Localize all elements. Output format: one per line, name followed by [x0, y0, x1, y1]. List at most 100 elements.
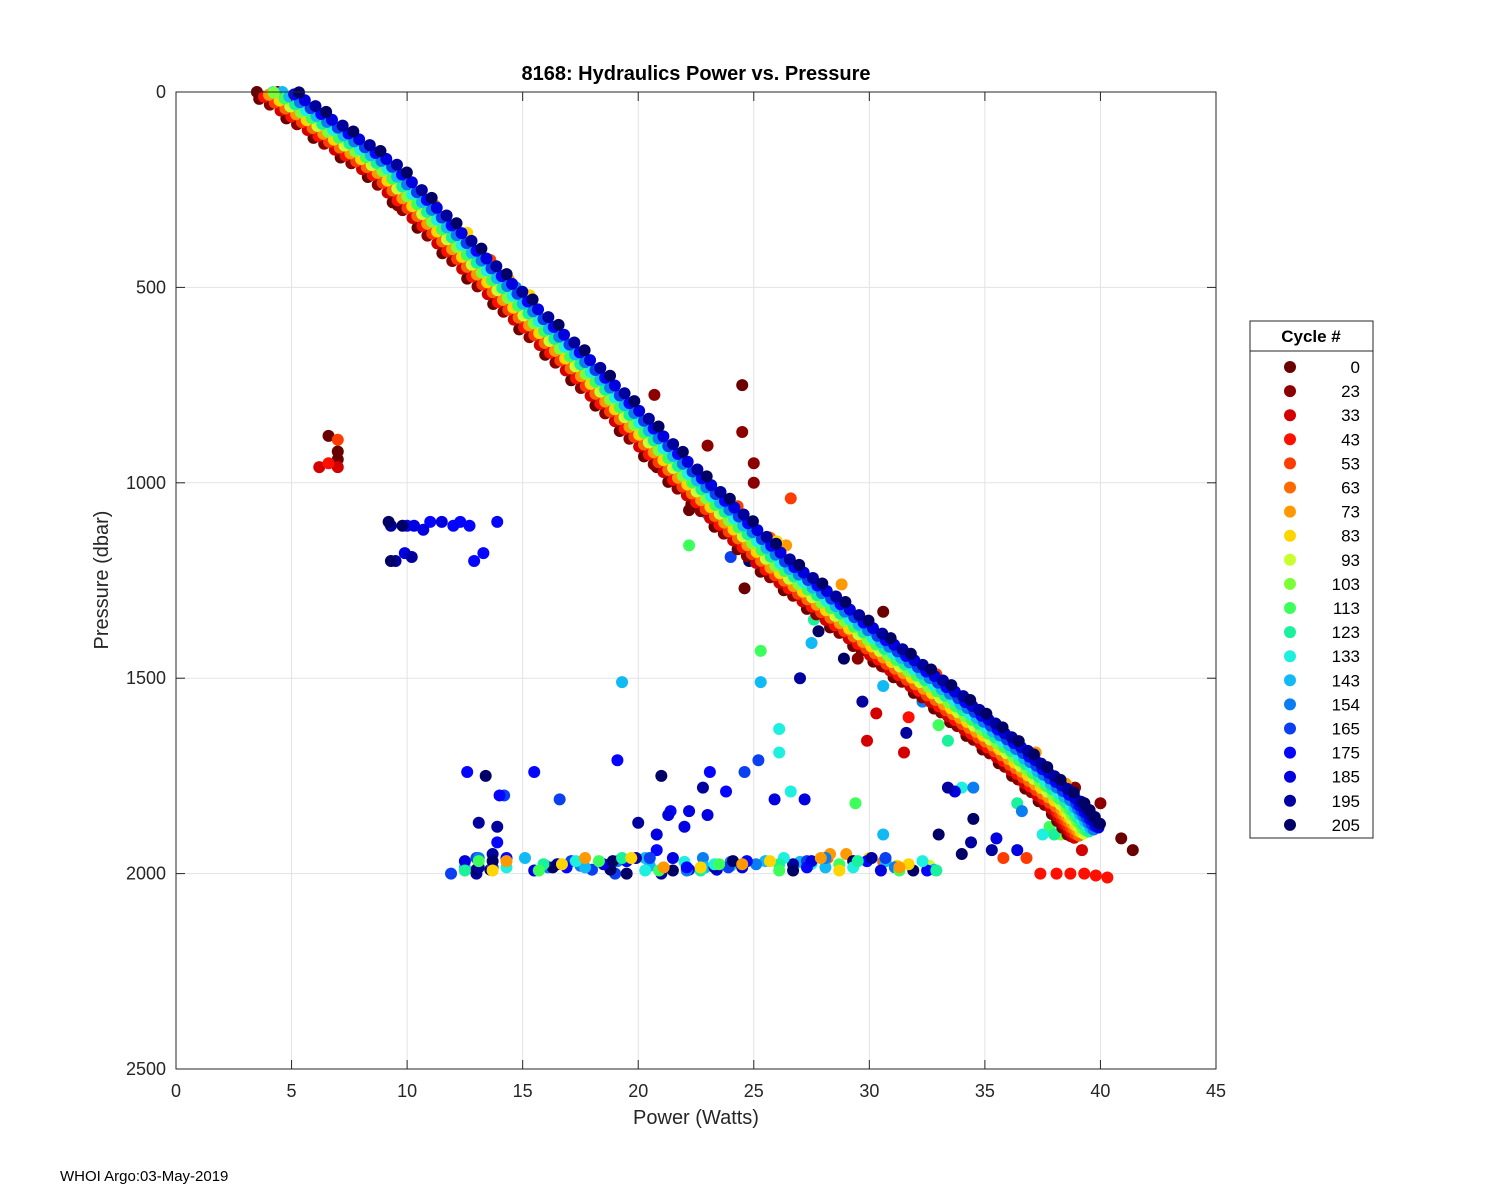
data-point-cycle-143: [579, 861, 592, 874]
x-tick-label: 15: [513, 1081, 533, 1101]
data-point-cycle-73: [893, 861, 906, 874]
data-point-cycle-205: [839, 596, 852, 609]
data-point-cycle-43: [1034, 867, 1047, 880]
data-point-cycle-175: [491, 836, 504, 849]
y-tick-label: 500: [136, 277, 166, 297]
data-point-cycle-165: [643, 851, 656, 864]
data-point-cycle-175: [463, 519, 476, 532]
data-point-cycle-113: [683, 539, 696, 552]
x-tick-label: 45: [1206, 1081, 1226, 1101]
data-point-cycle-185: [417, 523, 430, 536]
data-point-cycle-205: [628, 395, 641, 408]
data-point-cycle-165: [553, 793, 566, 806]
data-point-cycle-175: [611, 754, 624, 767]
legend-label-53: 53: [1341, 454, 1360, 473]
data-point-cycle-53: [784, 492, 797, 505]
legend-label-83: 83: [1341, 527, 1360, 546]
legend-marker-205: [1284, 818, 1296, 831]
data-point-cycle-175: [468, 554, 481, 567]
data-point-cycle-83: [555, 858, 568, 871]
x-tick-label: 20: [628, 1081, 648, 1101]
data-point-cycle-83: [694, 861, 707, 874]
data-point-cycle-205: [578, 344, 591, 357]
legend-label-0: 0: [1351, 358, 1360, 377]
data-point-cycle-205: [655, 769, 668, 782]
legend-label-143: 143: [1332, 671, 1360, 690]
data-point-cycle-205: [475, 242, 488, 255]
data-point-cycle-83: [763, 855, 776, 868]
data-point-cycle-205: [884, 632, 897, 645]
data-point-cycle-195: [542, 311, 555, 324]
data-point-cycle-205: [945, 679, 958, 692]
y-axis-label: Pressure (dbar): [91, 511, 113, 650]
data-point-cycle-133: [784, 785, 797, 798]
data-point-cycle-165: [724, 551, 737, 564]
data-point-cycle-43: [1050, 867, 1063, 880]
data-point-cycle-185: [480, 252, 493, 265]
data-point-cycle-133: [773, 746, 786, 759]
data-point-cycle-195: [965, 836, 978, 849]
data-point-cycle-143: [616, 676, 629, 689]
data-point-cycle-23: [648, 388, 661, 401]
data-point-cycle-185: [506, 277, 519, 290]
data-point-cycle-33: [331, 461, 344, 474]
data-point-cycle-113: [713, 858, 726, 871]
legend-label-205: 205: [1332, 816, 1360, 835]
data-point-cycle-205: [1012, 735, 1025, 748]
data-point-cycle-195: [853, 609, 866, 622]
data-point-cycle-195: [737, 508, 750, 521]
data-point-cycle-0: [1115, 832, 1128, 845]
data-point-cycle-185: [455, 227, 468, 240]
data-point-cycle-185: [633, 404, 646, 417]
legend: Cycle # 0 23 33 43 53 63 73 83 93 103 113 123 133 143…: [1249, 320, 1374, 839]
data-point-cycle-175: [680, 861, 693, 874]
data-point-cycle-123: [941, 734, 954, 747]
data-point-cycle-0: [877, 605, 890, 618]
data-point-cycle-205: [552, 318, 565, 331]
data-point-cycle-33: [870, 707, 883, 720]
legend-marker-165: [1284, 722, 1296, 735]
legend-label-63: 63: [1341, 479, 1360, 498]
legend-title: Cycle #: [1281, 327, 1341, 346]
data-point-cycle-185: [408, 519, 421, 532]
data-point-cycle-73: [835, 578, 848, 591]
data-point-cycle-195: [472, 816, 485, 829]
data-point-cycle-205: [1093, 817, 1106, 830]
data-point-cycle-185: [532, 303, 545, 316]
legend-label-175: 175: [1332, 744, 1360, 763]
data-point-cycle-195: [691, 463, 704, 476]
data-point-cycle-205: [862, 614, 875, 627]
legend-label-195: 195: [1332, 792, 1360, 811]
legend-marker-93: [1284, 553, 1296, 566]
legend-marker-63: [1284, 481, 1296, 494]
data-point-cycle-185: [558, 328, 571, 341]
data-point-cycle-205: [604, 369, 617, 382]
data-point-cycle-113: [773, 864, 786, 877]
plot-frame: [175, 91, 1217, 1070]
data-point-cycle-185: [701, 808, 714, 821]
data-point-cycle-205: [726, 855, 739, 868]
legend-marker-143: [1284, 674, 1296, 687]
data-point-cycle-0: [736, 379, 749, 392]
data-point-cycle-165: [879, 851, 892, 864]
data-point-cycle-33: [1075, 844, 1088, 857]
legend-label-165: 165: [1332, 720, 1360, 739]
data-point-cycle-113: [932, 719, 945, 732]
data-point-cycle-123: [851, 855, 864, 868]
legend-marker-73: [1284, 505, 1296, 518]
data-point-cycle-83: [833, 864, 846, 877]
legend-marker-185: [1284, 770, 1296, 783]
legend-label-154: 154: [1332, 695, 1360, 714]
legend-label-133: 133: [1332, 647, 1360, 666]
data-point-cycle-73: [736, 858, 749, 871]
data-point-cycle-113: [532, 864, 545, 877]
data-point-cycle-165: [445, 867, 458, 880]
data-point-cycle-185: [683, 805, 696, 818]
data-point-cycle-205: [500, 268, 513, 281]
data-point-cycle-185: [662, 808, 675, 821]
data-point-cycle-195: [415, 184, 428, 197]
legend-label-73: 73: [1341, 503, 1360, 522]
data-point-cycle-195: [465, 234, 478, 247]
data-point-cycle-123: [616, 851, 629, 864]
data-point-cycle-195: [568, 336, 581, 349]
